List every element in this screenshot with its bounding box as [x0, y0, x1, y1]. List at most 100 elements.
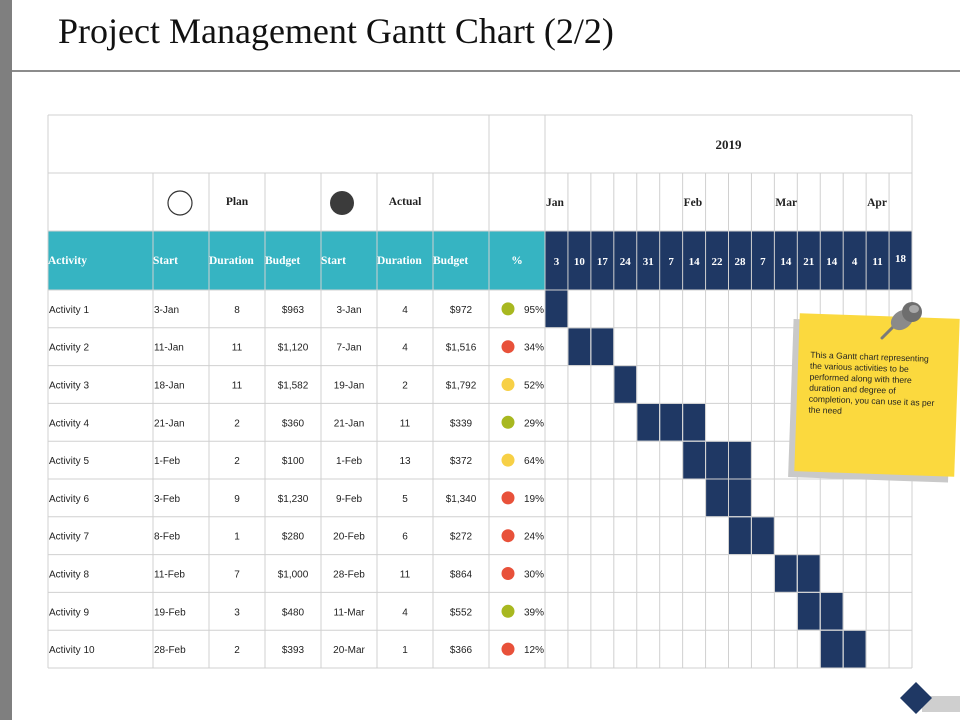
percent-complete: 95% — [524, 305, 544, 316]
column-header: % — [511, 255, 523, 267]
week-label: 14 — [780, 256, 792, 268]
pushpin-icon — [880, 302, 922, 340]
left-accent-bar — [0, 0, 12, 720]
actual-start: 9-Feb — [336, 494, 363, 505]
activity-name: Activity 4 — [49, 418, 89, 429]
gantt-bar — [613, 365, 638, 404]
plan-budget: $280 — [282, 532, 305, 543]
status-indicator — [500, 490, 516, 506]
month-label: Mar — [775, 197, 797, 209]
percent-complete: 29% — [524, 418, 544, 429]
status-indicator — [500, 641, 516, 657]
plan-start: 21-Jan — [154, 418, 185, 429]
week-label: 24 — [620, 256, 632, 268]
actual-budget: $972 — [450, 305, 473, 316]
next-slide-icon[interactable] — [896, 680, 960, 720]
plan-start: 28-Feb — [154, 645, 186, 656]
month-label: Jan — [546, 197, 565, 209]
plan-legend-label: Plan — [226, 196, 249, 208]
gantt-bar — [659, 402, 684, 442]
activity-name: Activity 6 — [49, 494, 89, 505]
plan-duration: 2 — [234, 456, 240, 467]
activity-name: Activity 9 — [49, 607, 89, 618]
plan-legend-icon — [167, 190, 193, 216]
column-header: Duration — [209, 255, 254, 267]
week-label: 22 — [712, 256, 724, 268]
plan-duration: 9 — [234, 494, 240, 505]
status-indicator — [500, 566, 516, 581]
sticky-note-text: This a Gantt chart representing the vari… — [808, 349, 935, 416]
gantt-bar — [544, 289, 569, 329]
plan-budget: $480 — [282, 607, 305, 618]
gantt-bar — [819, 591, 844, 631]
column-header: Budget — [433, 255, 468, 267]
column-header: Activity — [48, 255, 87, 267]
actual-budget: $1,792 — [446, 381, 477, 392]
actual-duration: 13 — [399, 456, 411, 467]
status-indicator — [500, 603, 516, 619]
gantt-bar — [728, 478, 752, 518]
week-label: 7 — [760, 256, 766, 268]
actual-duration: 11 — [400, 418, 411, 429]
plan-budget: $1,230 — [278, 494, 309, 505]
plan-start: 1-Feb — [154, 456, 181, 467]
actual-duration: 5 — [402, 494, 408, 505]
gantt-bar — [728, 516, 752, 556]
plan-duration: 7 — [234, 570, 240, 581]
actual-start: 28-Feb — [333, 570, 365, 581]
actual-budget: $372 — [450, 456, 473, 467]
week-label: 14 — [689, 256, 701, 268]
percent-complete: 12% — [524, 645, 544, 656]
plan-duration: 11 — [232, 343, 243, 354]
plan-budget: $1,000 — [278, 570, 309, 581]
percent-complete: 30% — [524, 570, 544, 581]
year-label: 2019 — [716, 137, 743, 152]
actual-start: 20-Feb — [333, 532, 365, 543]
actual-start: 1-Feb — [336, 456, 363, 467]
activity-name: Activity 8 — [49, 570, 89, 581]
week-label: 7 — [668, 256, 674, 268]
plan-start: 3-Feb — [154, 494, 181, 505]
plan-duration: 2 — [234, 418, 240, 429]
actual-start: 7-Jan — [336, 343, 361, 354]
plan-start: 19-Feb — [154, 607, 186, 618]
week-label: 28 — [734, 256, 746, 268]
activity-name: Activity 3 — [49, 381, 89, 392]
activity-name: Activity 5 — [49, 456, 89, 467]
column-header: Start — [153, 255, 178, 267]
actual-legend-label: Actual — [389, 196, 422, 208]
actual-budget: $552 — [450, 607, 473, 618]
actual-budget: $1,340 — [446, 494, 477, 505]
column-header: Duration — [377, 255, 422, 267]
column-header: Budget — [265, 255, 300, 267]
actual-legend-icon — [330, 191, 354, 215]
percent-complete: 52% — [524, 381, 544, 392]
percent-complete: 34% — [524, 343, 544, 354]
gantt-bar — [819, 629, 844, 669]
month-label: Feb — [684, 197, 703, 209]
percent-complete: 19% — [524, 494, 544, 505]
plan-budget: $393 — [282, 645, 305, 656]
gantt-bar — [796, 591, 821, 631]
percent-complete: 39% — [524, 607, 544, 618]
actual-budget: $864 — [450, 570, 473, 581]
column-header: Start — [321, 255, 346, 267]
actual-duration: 11 — [400, 570, 411, 581]
plan-budget: $1,120 — [278, 343, 309, 354]
header-bar-teal — [48, 231, 545, 290]
activity-name: Activity 2 — [49, 343, 89, 354]
title-divider — [12, 70, 960, 72]
gantt-bar — [796, 554, 821, 593]
actual-start: 3-Jan — [336, 305, 361, 316]
gantt-bar — [682, 440, 707, 480]
actual-budget: $366 — [450, 645, 473, 656]
actual-budget: $272 — [450, 532, 473, 543]
actual-start: 19-Jan — [334, 381, 365, 392]
plan-start: 8-Feb — [154, 532, 181, 543]
gantt-bar — [750, 516, 775, 556]
plan-start: 11-Feb — [154, 570, 185, 581]
actual-duration: 4 — [402, 607, 408, 618]
plan-start: 18-Jan — [154, 381, 185, 392]
actual-duration: 4 — [402, 343, 408, 354]
plan-budget: $360 — [282, 418, 305, 429]
